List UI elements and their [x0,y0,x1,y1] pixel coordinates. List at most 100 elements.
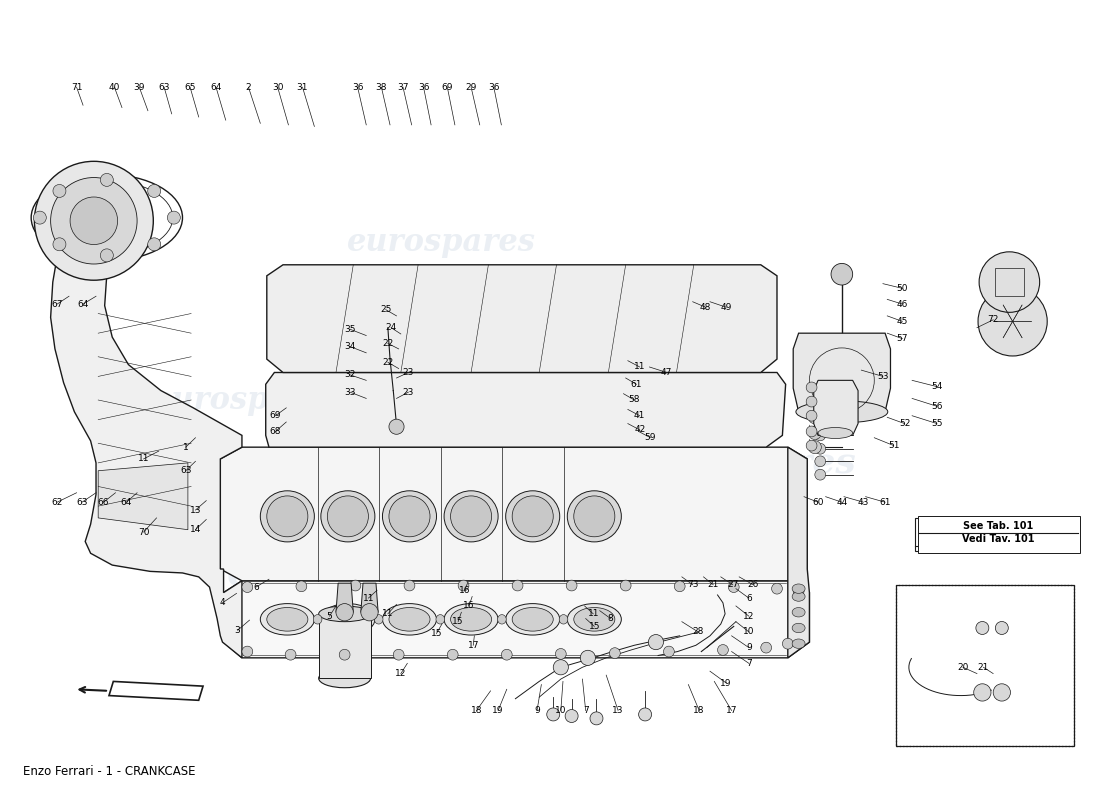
Text: 21: 21 [978,662,989,672]
Text: 43: 43 [858,498,869,506]
Circle shape [620,580,631,591]
Circle shape [404,580,415,591]
Circle shape [728,582,739,593]
Text: 25: 25 [379,305,392,314]
Circle shape [100,174,113,186]
Text: 15: 15 [588,622,601,631]
Text: 2: 2 [245,82,251,92]
Text: 8: 8 [607,614,614,623]
Polygon shape [793,333,891,412]
Bar [917,516,1079,554]
Polygon shape [109,682,204,700]
Circle shape [296,581,307,592]
Text: eurospares: eurospares [632,446,857,480]
Text: 3: 3 [234,626,241,635]
Ellipse shape [261,490,315,542]
Ellipse shape [267,607,308,631]
Circle shape [808,411,822,424]
Circle shape [808,441,822,454]
Text: 11: 11 [587,610,600,618]
Circle shape [815,430,826,441]
Text: See Tab. 101: See Tab. 101 [957,523,1033,534]
Circle shape [389,419,404,434]
Polygon shape [51,239,242,658]
Circle shape [502,650,513,660]
Circle shape [806,382,817,393]
Circle shape [147,185,161,198]
Circle shape [70,197,118,245]
Text: 18: 18 [693,706,705,715]
Circle shape [53,238,66,250]
FancyBboxPatch shape [915,518,1075,551]
Text: 5: 5 [327,612,332,621]
Ellipse shape [792,623,805,633]
Text: Enzo Ferrari - 1 - CRANKCASE: Enzo Ferrari - 1 - CRANKCASE [22,765,195,778]
Ellipse shape [568,604,622,635]
Circle shape [547,708,560,721]
Text: 70: 70 [138,527,150,537]
Polygon shape [895,585,1075,746]
Circle shape [806,396,817,407]
Circle shape [808,426,822,439]
Ellipse shape [267,496,308,537]
Circle shape [53,185,66,198]
Ellipse shape [451,496,492,537]
Ellipse shape [328,496,369,537]
Circle shape [993,684,1011,701]
Text: 46: 46 [896,299,909,309]
Text: 66: 66 [98,498,109,506]
Circle shape [339,650,350,660]
Ellipse shape [389,496,430,537]
Text: Vedi Tav. 101: Vedi Tav. 101 [962,534,1035,543]
Circle shape [285,650,296,660]
Text: 9: 9 [535,706,540,715]
Text: 11: 11 [382,610,394,618]
Text: 20: 20 [957,662,969,672]
Text: 18: 18 [471,706,482,715]
Text: 22: 22 [382,358,394,366]
Circle shape [581,650,595,666]
Text: 27: 27 [727,580,738,590]
Polygon shape [223,581,810,658]
Text: eurospares: eurospares [395,454,705,503]
Text: 53: 53 [877,372,889,381]
Circle shape [565,710,579,722]
Text: 68: 68 [270,427,282,436]
Text: 7: 7 [583,706,588,715]
Circle shape [663,646,674,657]
Text: 71: 71 [70,82,82,92]
Text: 41: 41 [634,411,646,420]
Circle shape [448,650,458,660]
Text: 17: 17 [468,641,478,650]
Text: 49: 49 [720,302,732,312]
Circle shape [361,604,378,621]
Circle shape [815,443,826,454]
Circle shape [242,582,253,593]
Ellipse shape [792,639,805,649]
Text: 36: 36 [352,82,363,92]
Text: 6: 6 [253,582,258,591]
Ellipse shape [383,490,437,542]
Text: 64: 64 [210,82,222,92]
Ellipse shape [444,604,498,635]
Text: eurospares: eurospares [348,227,537,258]
Ellipse shape [321,490,375,542]
Circle shape [639,708,651,721]
Text: 6: 6 [746,594,751,602]
Circle shape [553,660,569,675]
Circle shape [167,211,180,224]
Text: 64: 64 [77,299,89,309]
Circle shape [771,583,782,594]
Circle shape [674,581,685,592]
Text: 54: 54 [932,382,943,391]
Text: 14: 14 [190,526,201,534]
Text: 13: 13 [613,706,624,715]
Bar [895,585,1075,746]
Text: 63: 63 [158,82,169,92]
Ellipse shape [792,584,805,594]
Circle shape [394,650,404,660]
Text: 35: 35 [344,325,355,334]
Text: 60: 60 [812,498,824,506]
Text: 19: 19 [720,678,732,687]
Text: 56: 56 [932,402,943,410]
